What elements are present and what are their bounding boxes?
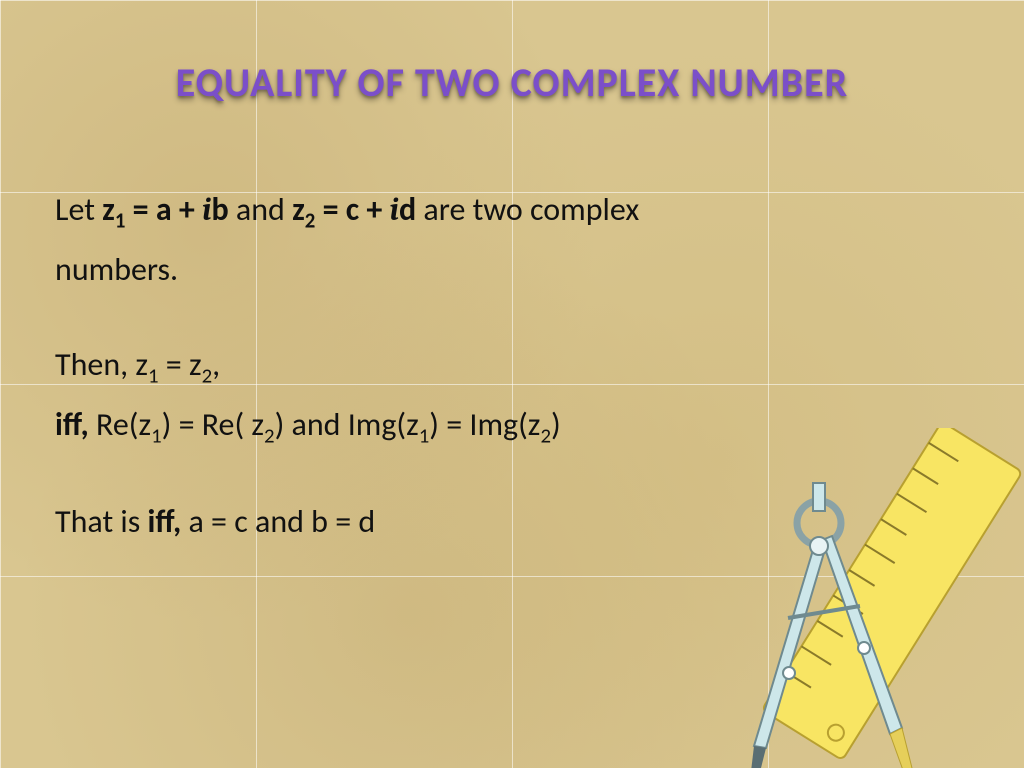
close-paren: ) [551,405,561,444]
var-b: b [211,190,228,229]
tail: are two complex [416,190,639,229]
slide: EQUALITY OF TWO COMPLEX NUMBER Let z1 = … [0,0,1024,768]
img-z2: ) = Img(z [429,405,540,444]
eq2: = [315,190,345,229]
sub-2: 2 [305,207,316,233]
that-is: That is [55,502,147,541]
var-z1: z [102,190,115,229]
sub-1c: 1 [151,422,162,448]
eq: = [125,190,155,229]
sub-1b: 1 [148,363,159,389]
sub-1: 1 [115,207,126,233]
sub-1d: 1 [419,422,430,448]
c-plus: c + [346,190,390,229]
and: and [229,190,292,229]
iff: iff, [55,405,89,444]
comma: , [212,345,220,384]
a-plus: a + [156,190,202,229]
sub-2d: 2 [540,422,551,448]
then-line: Then, z1 = z2, [55,340,935,392]
imag-i-2: i [390,191,399,228]
iff2: iff, [147,502,181,541]
var-z2: z [292,190,305,229]
eq-z2: = z [159,345,202,384]
a-c-b-d: a = c and b = d [181,502,375,541]
spacer [55,302,935,340]
slide-title: EQUALITY OF TWO COMPLEX NUMBER [0,58,1024,107]
sub-2b: 2 [202,363,213,389]
sub-2c: 2 [264,422,275,448]
ruler-compass-icon [704,428,1024,768]
text: Let [55,190,102,229]
then-z1: Then, z [55,345,148,384]
re-z2: ) = Re( z [162,405,264,444]
var-d: d [399,190,416,229]
re-z1: Re(z [89,405,151,444]
definition-line-1: Let z1 = a + ib and z2 = c + id are two … [55,185,935,237]
definition-line-2: numbers. [55,245,935,295]
img-z1: ) and Img(z [275,405,419,444]
